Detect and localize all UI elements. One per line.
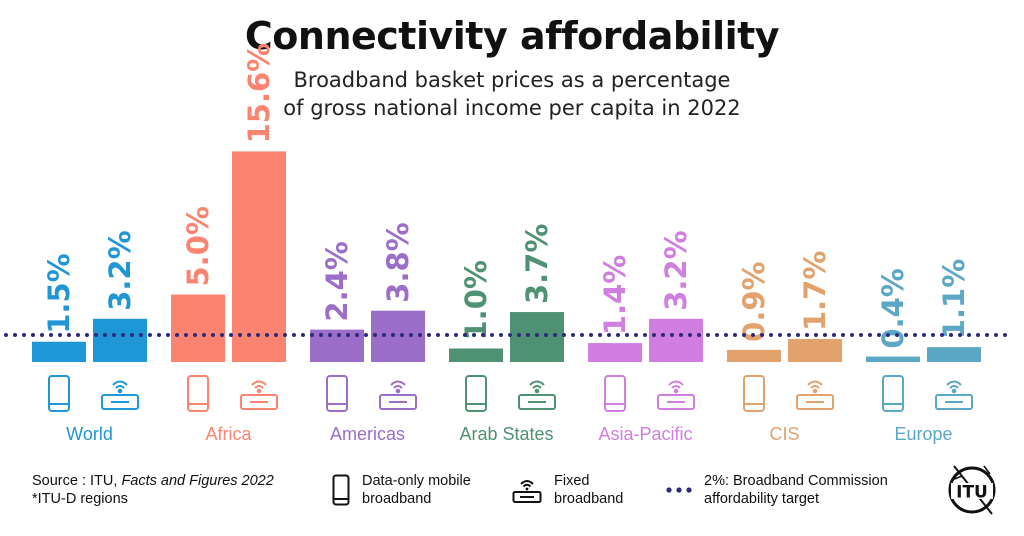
itu-logo: ITU: [948, 465, 996, 515]
mobile-phone-icon: [465, 375, 487, 412]
legend-mobile-label-line-2: broadband: [362, 491, 432, 507]
bar-africa-mobile: [171, 294, 225, 362]
category-label-world: World: [66, 424, 113, 444]
value-label-cis-mobile: 0.9%: [737, 261, 771, 341]
bar-cis-mobile: [727, 349, 781, 362]
bar-europe-mobile: [866, 356, 920, 362]
category-label-europe: Europe: [894, 424, 952, 444]
value-label-europe-fixed: 1.1%: [937, 259, 971, 339]
chart-subtitle: Broadband basket prices as a percentage …: [0, 66, 1024, 122]
chart-title: Connectivity affordability: [244, 14, 780, 58]
wifi-router-icon: [379, 380, 417, 410]
value-label-world-mobile: 1.5%: [42, 253, 76, 333]
value-label-asia-pacific-mobile: 1.4%: [598, 255, 632, 335]
mobile-phone-icon: [48, 375, 70, 412]
legend-fixed-label-line-1: Fixed: [554, 473, 590, 489]
source-line: Source : ITU, Facts and Figures 2022: [32, 472, 274, 490]
bar-arab-states-fixed: [510, 312, 564, 362]
bar-americas-fixed: [371, 310, 425, 362]
legend-target-label-line-2: affordability target: [704, 491, 819, 507]
regions-note: *ITU-D regions: [32, 491, 128, 507]
mobile-phone-icon: [187, 375, 209, 412]
source-note: Source : ITU, Facts and Figures 2022 *IT…: [32, 472, 274, 508]
legend-fixed: Fixed broadband: [512, 472, 623, 508]
legend-fixed-label: Fixed broadband: [554, 472, 623, 508]
value-label-asia-pacific-fixed: 3.2%: [659, 230, 693, 310]
value-label-world-fixed: 3.2%: [103, 230, 137, 310]
mobile-phone-icon: [882, 375, 904, 412]
wifi-router-icon: [935, 380, 973, 410]
bar-africa-fixed: [232, 151, 286, 362]
subtitle-line-2: of gross national income per capita in 2…: [283, 96, 741, 120]
category-label-cis: CIS: [769, 424, 799, 444]
wifi-router-icon: [518, 380, 556, 410]
bar-europe-fixed: [927, 347, 981, 362]
value-label-africa-fixed: 15.6%: [242, 43, 276, 144]
legend-target: 2%: Broadband Commission affordability t…: [666, 472, 888, 508]
value-label-americas-fixed: 3.8%: [381, 222, 415, 302]
category-label-asia-pacific: Asia-Pacific: [598, 424, 692, 444]
value-label-americas-mobile: 2.4%: [320, 241, 354, 321]
dotted-line-icon: [666, 487, 692, 493]
value-label-cis-fixed: 1.7%: [798, 251, 832, 331]
legend-fixed-label-line-2: broadband: [554, 491, 624, 507]
bar-chart: 1.5% 3.2% World 5.0% 15.6% Africa 2.4% 3.8% Amer…: [4, 43, 1010, 444]
mobile-phone-icon: [743, 375, 765, 412]
itu-logo-text: ITU: [956, 483, 988, 503]
wifi-router-icon: [512, 480, 542, 503]
wifi-router-icon: [240, 380, 278, 410]
category-label-americas: Americas: [330, 424, 405, 444]
mobile-phone-icon: [332, 474, 350, 506]
value-label-africa-mobile: 5.0%: [181, 206, 215, 286]
bar-world-fixed: [93, 318, 147, 362]
wifi-router-icon: [657, 380, 695, 410]
value-label-arab-states-fixed: 3.7%: [520, 224, 554, 304]
category-label-arab-states: Arab States: [459, 424, 553, 444]
bar-arab-states-mobile: [449, 348, 503, 362]
legend-mobile: Data-only mobile broadband: [332, 472, 471, 508]
wifi-router-icon: [101, 380, 139, 410]
bar-cis-fixed: [788, 339, 842, 362]
category-label-africa: Africa: [205, 424, 252, 444]
mobile-phone-icon: [326, 375, 348, 412]
bar-world-mobile: [32, 341, 86, 362]
bar-asia-pacific-fixed: [649, 318, 703, 362]
mobile-phone-icon: [604, 375, 626, 412]
legend-target-label: 2%: Broadband Commission affordability t…: [704, 472, 888, 508]
legend-mobile-label-line-1: Data-only mobile: [362, 473, 471, 489]
bar-asia-pacific-mobile: [588, 343, 642, 362]
value-label-arab-states-mobile: 1.0%: [459, 260, 493, 340]
subtitle-line-1: Broadband basket prices as a percentage: [293, 68, 731, 92]
legend-mobile-label: Data-only mobile broadband: [362, 472, 471, 508]
source-prefix: Source : ITU,: [32, 473, 122, 489]
source-title: Facts and Figures 2022: [121, 473, 274, 489]
legend-target-label-line-1: 2%: Broadband Commission: [704, 473, 888, 489]
wifi-router-icon: [796, 380, 834, 410]
